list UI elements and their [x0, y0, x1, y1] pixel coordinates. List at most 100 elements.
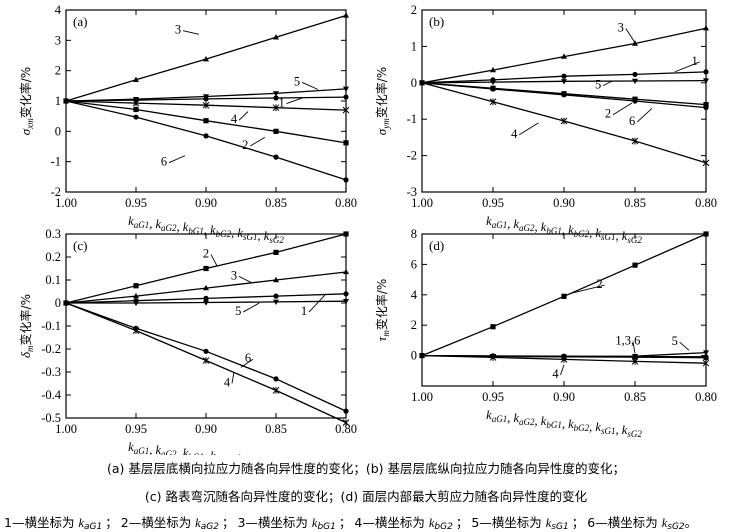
y-tick-label: 4 — [411, 288, 418, 302]
x-tick-label: 0.80 — [335, 422, 357, 436]
x-axis-label: kaG1, kaG2, kbG1, kbG2, ksG1, ksG2 — [486, 408, 642, 439]
y-tick-label: -3 — [407, 185, 417, 199]
x-tick-label: 0.90 — [553, 390, 575, 404]
data-point-series-5 — [561, 79, 567, 85]
x-tick-label: 1.00 — [55, 196, 77, 210]
curve-label-leader — [249, 137, 266, 147]
curve-label: 2 — [242, 138, 248, 152]
y-tick-label: -0.1 — [41, 319, 61, 333]
curve-label: 2 — [596, 277, 602, 291]
data-point-series-1 — [703, 69, 709, 75]
data-point-series-2 — [703, 102, 709, 108]
data-point-series-2 — [133, 106, 139, 113]
data-point-series-2 — [343, 140, 349, 146]
data-point-series-5 — [203, 94, 209, 100]
curve-label: 1,3,6 — [615, 333, 640, 347]
curve-label: 5 — [672, 334, 678, 348]
x-tick-label: 1.00 — [411, 196, 433, 210]
data-point-series-4 — [342, 419, 350, 426]
data-point-series-3 — [343, 268, 349, 275]
panel-label: (a) — [73, 14, 87, 29]
x-tick-label: 0.80 — [695, 390, 717, 404]
data-point-series-3 — [203, 284, 209, 291]
data-point-series-5 — [133, 96, 139, 103]
data-point-series-4 — [272, 104, 280, 112]
curve-label-leader — [210, 254, 218, 267]
caption-line-2: (c) 路表弯沉随各向异性度的变化；(d) 面层内部最大剪应力随各向异性度的变化 — [144, 489, 588, 504]
curve-label-leader — [679, 341, 690, 351]
data-point-series-6 — [133, 114, 139, 120]
data-point-series-2 — [632, 262, 638, 268]
data-point-series-5 — [343, 298, 349, 305]
panel-label: (d) — [429, 238, 444, 253]
x-tick-label: 0.80 — [695, 196, 717, 210]
data-point-series-6 — [203, 133, 209, 139]
curve-label: 1 — [692, 54, 698, 68]
y-tick-label: 0.1 — [45, 273, 61, 287]
data-point-origin — [419, 80, 425, 86]
data-point-series-5 — [343, 86, 349, 93]
data-point-series-4 — [342, 106, 350, 114]
data-point-series-5 — [273, 91, 279, 97]
curve-label: 4 — [224, 375, 231, 389]
data-point-series-5 — [273, 299, 279, 306]
y-tick-label: 3 — [55, 33, 61, 47]
data-point-series-2 — [490, 324, 496, 330]
data-point-series-5 — [133, 300, 139, 307]
curve-label: 2 — [605, 107, 611, 121]
curve-label-leader — [231, 371, 235, 384]
data-point-series-4 — [202, 357, 210, 364]
y-tick-label: -0.5 — [41, 411, 61, 425]
data-point-series-1 — [203, 295, 209, 301]
data-point-series-2 — [561, 293, 567, 299]
data-point-series-3 — [273, 276, 279, 283]
curve-label-leader — [286, 96, 305, 104]
chart-panel-a: 1.00 0.95 0.90 0.85 0.80 -2 -1 0 1 2 3 4 (a) kaG1, ka… — [18, 3, 357, 245]
data-point-series-3 — [133, 292, 139, 299]
curve-label: 4 — [231, 112, 238, 126]
data-point-series-6 — [343, 177, 349, 183]
y-tick-label: 1 — [55, 94, 61, 108]
plot-frame — [65, 233, 347, 419]
series-line-6 — [65, 100, 347, 181]
chart-panel-d: 1.00 0.95 0.90 0.85 0.80 0 2 4 6 8 (d) kaG1, kaG2, … — [374, 227, 717, 439]
curve-label-leader — [182, 30, 200, 35]
y-tick-label: 2 — [411, 3, 417, 17]
data-point-series-6 — [133, 325, 139, 331]
data-point-series-4 — [560, 117, 568, 125]
data-point-series-2 — [203, 118, 209, 124]
curve-label-leader — [674, 61, 700, 73]
data-point-series-6 — [273, 376, 279, 382]
y-tick-label: -2 — [51, 185, 61, 199]
data-point-origin — [63, 300, 69, 306]
data-point-series-4 — [702, 359, 710, 367]
data-point-series-4 — [489, 98, 497, 106]
data-point-series-2 — [273, 128, 279, 134]
curve-label: 4 — [552, 367, 559, 381]
data-point-series-3 — [561, 53, 567, 59]
data-point-series-2 — [203, 265, 209, 272]
data-point-series-2 — [133, 283, 139, 289]
data-point-series-6 — [490, 353, 496, 359]
y-tick-label: -2 — [407, 149, 417, 163]
y-tick-label: 0 — [55, 124, 61, 138]
y-tick-label: -1 — [407, 112, 417, 126]
caption-line-1: (a) 基层层底横向拉应力随各向异性度的变化；(b) 基层层底纵向拉应力随各向异… — [106, 461, 626, 476]
data-point-series-5 — [203, 300, 209, 306]
data-point-series-2 — [343, 231, 349, 237]
series-legend: 1—横坐标为 kaG1； 2—横坐标为 kaG2； 3—横坐标为 kbG1； 4—横坐… — [4, 512, 697, 532]
y-axis-label: σxm变化率/% — [18, 67, 35, 135]
x-tick-label: 0.85 — [265, 196, 287, 210]
x-tick-label: 0.95 — [125, 196, 147, 210]
legend-item-3: 3—横坐标为 kbG1； — [237, 515, 352, 532]
y-tick-label: 8 — [411, 227, 417, 241]
y-tick-label: 2 — [411, 318, 417, 332]
curve-label: 1 — [278, 96, 284, 110]
curve-label: 2 — [203, 247, 209, 261]
panel-label: (c) — [73, 238, 87, 253]
data-point-series-1 — [632, 71, 638, 78]
data-point-series-5 — [703, 350, 709, 356]
data-point-series-4 — [631, 137, 639, 145]
curve-label: 6 — [245, 351, 251, 365]
x-tick-label: 1.00 — [55, 422, 77, 436]
